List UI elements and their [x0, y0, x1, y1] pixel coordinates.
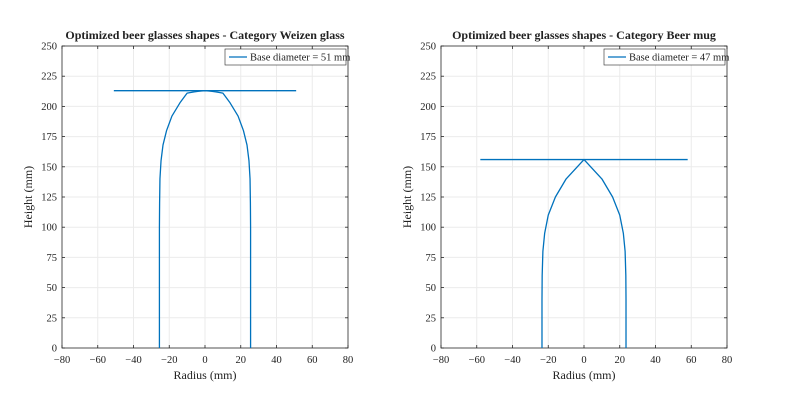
x-tick-label: 20: [236, 355, 247, 366]
x-tick-label: 0: [581, 355, 586, 366]
y-tick-label: 100: [41, 223, 57, 234]
x-tick-label: −20: [540, 355, 556, 366]
y-tick-label: 50: [47, 283, 58, 294]
y-tick-label: 225: [41, 72, 57, 83]
weizen-glass-chart: −80 −60 −40 −20 0 20 40 60 80 0 25 50 75 100 125 150 175…: [21, 28, 353, 382]
x-tick-label: 40: [271, 355, 282, 366]
legend-label: Base diameter = 47 mm: [629, 53, 729, 64]
y-tick-label: 200: [420, 102, 436, 113]
x-tick-label: 60: [686, 355, 697, 366]
y-tick-label: 125: [420, 193, 436, 204]
y-axis-label: Height (mm): [21, 166, 35, 228]
x-tick-label: −40: [125, 355, 141, 366]
legend-box: [603, 48, 726, 66]
y-tick-label: 250: [420, 42, 436, 53]
y-tick-label: 225: [420, 72, 436, 83]
x-tick-label: −20: [161, 355, 177, 366]
y-tick-label: 200: [41, 102, 57, 113]
y-tick-label: 100: [420, 223, 436, 234]
x-tick-label: 0: [202, 355, 207, 366]
x-tick-label: 80: [722, 355, 733, 366]
y-tick-label: 175: [41, 132, 57, 143]
legend-box: [224, 48, 347, 66]
x-tick-label: −60: [469, 355, 485, 366]
y-tick-label: 25: [426, 313, 437, 324]
y-tick-label: 25: [47, 313, 58, 324]
chart-title: Optimized beer glasses shapes - Category…: [65, 28, 345, 42]
y-tick-label: 150: [41, 162, 57, 173]
x-tick-label: 40: [650, 355, 661, 366]
x-tick-label: −60: [90, 355, 106, 366]
x-tick-label: 60: [307, 355, 318, 366]
x-tick-label: −80: [54, 355, 70, 366]
y-tick-label: 50: [426, 283, 437, 294]
x-axis-label: Radius (mm): [174, 368, 237, 382]
y-tick-label: 75: [426, 253, 437, 264]
x-tick-label: 20: [615, 355, 626, 366]
y-tick-label: 0: [431, 344, 436, 355]
x-axis-label: Radius (mm): [553, 368, 616, 382]
x-tick-label: −80: [433, 355, 449, 366]
x-tick-label: −40: [504, 355, 520, 366]
y-tick-label: 250: [41, 42, 57, 53]
y-tick-label: 0: [52, 344, 57, 355]
y-tick-label: 150: [420, 162, 436, 173]
beer-mug-chart: −80 −60 −40 −20 0 20 40 60 80 0 25 50 75 100 125 150 175…: [400, 28, 732, 382]
y-tick-label: 75: [47, 253, 58, 264]
y-axis-label: Height (mm): [400, 166, 414, 228]
legend-label: Base diameter = 51 mm: [250, 53, 350, 64]
y-tick-label: 125: [41, 193, 57, 204]
x-tick-label: 80: [343, 355, 354, 366]
chart-title: Optimized beer glasses shapes - Category…: [452, 28, 716, 42]
y-tick-label: 175: [420, 132, 436, 143]
